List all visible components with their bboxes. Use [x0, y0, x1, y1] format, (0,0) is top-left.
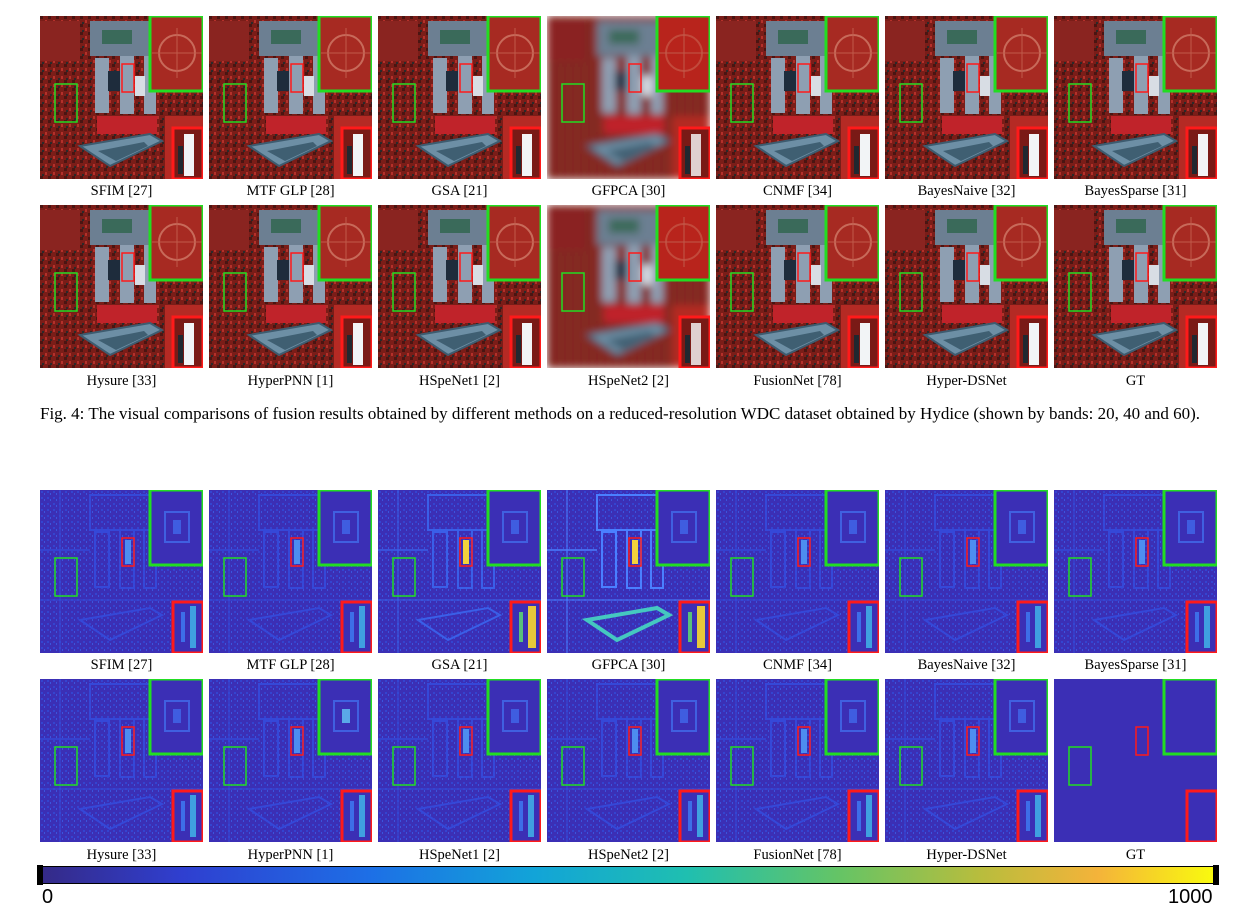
panel-label: Hyper-DSNet	[926, 847, 1007, 863]
panel-label: HSpeNet1 [2]	[419, 847, 500, 863]
error-map-2-7	[1054, 679, 1217, 842]
fusion-image-2-4	[547, 205, 710, 368]
error-map-2-2	[209, 679, 372, 842]
colorbar-min-label: 0	[42, 886, 54, 908]
panel-label: GT	[1125, 373, 1146, 389]
panel-label: GFPCA [30]	[591, 657, 666, 673]
fusion-image-2-5	[716, 205, 879, 368]
panel-label: GSA [21]	[431, 657, 488, 673]
error-map-1-6	[885, 490, 1048, 653]
fusion-image-1-4	[547, 16, 710, 179]
panel-label: BayesSparse [31]	[1084, 657, 1187, 673]
panel-label: BayesNaive [32]	[917, 183, 1016, 199]
panel-label: GT	[1125, 847, 1146, 863]
fusion-image-1-3	[378, 16, 541, 179]
fusion-image-2-6	[885, 205, 1048, 368]
fusion-image-1-1	[40, 16, 203, 179]
colorbar-max-tick	[1213, 865, 1219, 885]
figure-4-caption: Fig. 4: The visual comparisons of fusion…	[40, 404, 1201, 423]
panel-label: BayesNaive [32]	[917, 657, 1016, 673]
fusion-image-2-2	[209, 205, 372, 368]
fusion-image-1-6	[885, 16, 1048, 179]
colorbar	[40, 866, 1216, 884]
panel-label: CNMF [34]	[763, 183, 832, 199]
panel-label: CNMF [34]	[763, 657, 832, 673]
panel-label: HyperPNN [1]	[247, 373, 334, 389]
fusion-image-2-1	[40, 205, 203, 368]
panel-label: Hysure [33]	[86, 373, 157, 389]
panel-label: Hysure [33]	[86, 847, 157, 863]
fusion-image-1-5	[716, 16, 879, 179]
error-map-1-2	[209, 490, 372, 653]
error-map-1-3	[378, 490, 541, 653]
panel-label: FusionNet [78]	[753, 847, 842, 863]
panel-label: HyperPNN [1]	[247, 847, 334, 863]
error-map-2-5	[716, 679, 879, 842]
panel-label: Hyper-DSNet	[926, 373, 1007, 389]
error-map-2-6	[885, 679, 1048, 842]
fusion-image-2-7	[1054, 205, 1217, 368]
error-map-1-7	[1054, 490, 1217, 653]
panel-label: MTF GLP [28]	[246, 657, 335, 673]
error-map-2-1	[40, 679, 203, 842]
panel-label: FusionNet [78]	[753, 373, 842, 389]
colorbar-max-label: 1000	[1168, 886, 1213, 908]
panel-label: MTF GLP [28]	[246, 183, 335, 199]
panel-label: SFIM [27]	[90, 657, 153, 673]
error-map-2-3	[378, 679, 541, 842]
error-map-1-5	[716, 490, 879, 653]
fusion-image-2-3	[378, 205, 541, 368]
panel-label: HSpeNet1 [2]	[419, 373, 500, 389]
error-map-2-4	[547, 679, 710, 842]
fusion-image-1-2	[209, 16, 372, 179]
error-map-1-1	[40, 490, 203, 653]
panel-label: SFIM [27]	[90, 183, 153, 199]
panel-label: GSA [21]	[431, 183, 488, 199]
panel-label: HSpeNet2 [2]	[588, 847, 669, 863]
panel-label: HSpeNet2 [2]	[588, 373, 669, 389]
error-map-1-4	[547, 490, 710, 653]
colorbar-min-tick	[37, 865, 43, 885]
panel-label: GFPCA [30]	[591, 183, 666, 199]
panel-label: BayesSparse [31]	[1084, 183, 1187, 199]
fusion-image-1-7	[1054, 16, 1217, 179]
